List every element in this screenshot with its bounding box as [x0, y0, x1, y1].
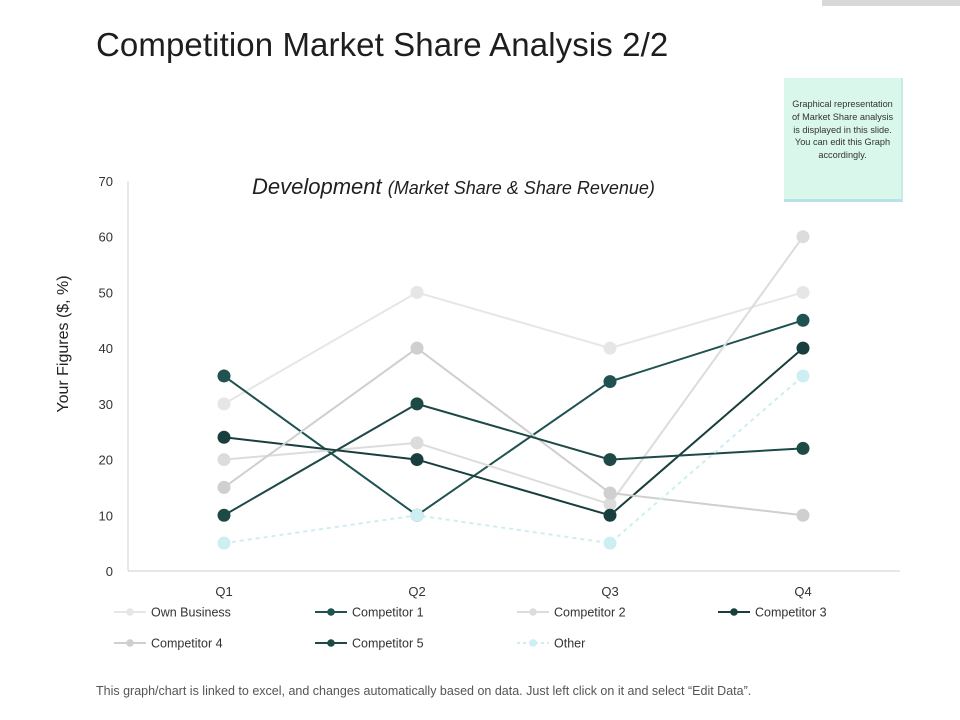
x-tick-label: Q1 [215, 584, 232, 599]
data-point [217, 453, 231, 467]
series-line [223, 319, 804, 517]
y-tick-label: 60 [99, 230, 113, 245]
chart-axes: 0 10 20 30 40 50 60 70 Your Figures ($, %) Q1 Q2 Q3… [55, 174, 900, 599]
chart-title-main: Development [252, 174, 382, 199]
legend-label: Competitor 2 [554, 606, 626, 620]
y-axis-label: Your Figures ($, %) [55, 275, 72, 412]
data-point [796, 508, 810, 522]
series-line [223, 375, 804, 545]
data-point [217, 536, 231, 550]
series-line [223, 236, 804, 506]
y-tick-label: 0 [106, 564, 113, 579]
top-decoration-strip [822, 0, 960, 6]
data-point [410, 341, 424, 355]
legend-label: Competitor 3 [755, 606, 827, 620]
legend-swatch-marker [529, 608, 537, 616]
legend-item: Other [517, 637, 585, 651]
legend-item: Competitor 3 [718, 606, 827, 620]
footer-note: This graph/chart is linked to excel, and… [96, 684, 752, 698]
data-point [217, 508, 231, 522]
legend-label: Competitor 1 [352, 606, 424, 620]
legend-label: Competitor 5 [352, 637, 424, 651]
data-point [603, 341, 617, 355]
data-point [603, 508, 617, 522]
legend-item: Own Business [114, 606, 231, 620]
legend-swatch-marker [126, 608, 134, 616]
series-line [223, 346, 804, 517]
legend-label: Other [554, 637, 585, 651]
data-point [410, 397, 424, 411]
data-point [603, 486, 617, 500]
legend-swatch-marker [327, 608, 335, 616]
legend-item: Competitor 2 [517, 606, 626, 620]
data-point [796, 441, 810, 455]
data-point [603, 375, 617, 389]
data-point [796, 341, 810, 355]
data-point [410, 453, 424, 467]
data-point [796, 369, 810, 383]
data-point [410, 436, 424, 450]
legend-item: Competitor 4 [114, 637, 223, 651]
series-line [223, 402, 804, 517]
legend-swatch-marker [126, 639, 134, 647]
legend-label: Own Business [151, 606, 231, 620]
y-tick-label: 50 [99, 285, 113, 300]
data-point [217, 480, 231, 494]
chart-title: Development (Market Share & Share Revenu… [252, 174, 655, 200]
y-tick-label: 70 [99, 174, 113, 189]
data-point [603, 536, 617, 550]
legend-item: Competitor 5 [315, 637, 424, 651]
y-tick-label: 20 [99, 453, 113, 468]
data-point [217, 397, 231, 411]
series-lines [223, 236, 804, 545]
data-point [410, 508, 424, 522]
note-box: Graphical representation of Market Share… [784, 78, 903, 202]
data-point [217, 430, 231, 444]
slide-title: Competition Market Share Analysis 2/2 [96, 26, 669, 63]
data-point [217, 369, 231, 383]
data-point [603, 453, 617, 467]
legend-swatch-marker [327, 639, 335, 647]
legend-swatch-marker [529, 639, 537, 647]
series-line [223, 347, 804, 517]
legend-swatch-marker [730, 608, 738, 616]
legend-label: Competitor 4 [151, 637, 223, 651]
y-tick-label: 40 [99, 341, 113, 356]
y-tick-label: 10 [99, 508, 113, 523]
x-tick-label: Q2 [408, 584, 425, 599]
data-point [796, 230, 810, 244]
data-point [796, 285, 810, 299]
chart-subtitle: (Market Share & Share Revenue) [387, 178, 655, 198]
x-tick-label: Q3 [601, 584, 618, 599]
data-point [410, 285, 424, 299]
data-point [603, 497, 617, 511]
series-line [223, 291, 804, 405]
y-tick-label: 30 [99, 397, 113, 412]
data-point [796, 313, 810, 327]
x-tick-label: Q4 [794, 584, 811, 599]
legend-item: Competitor 1 [315, 606, 424, 620]
note-text: Graphical representation of Market Share… [791, 99, 894, 161]
series-points [217, 230, 810, 550]
chart-legend: Own Business Competitor 1 Competitor 2 Comp… [114, 606, 827, 651]
